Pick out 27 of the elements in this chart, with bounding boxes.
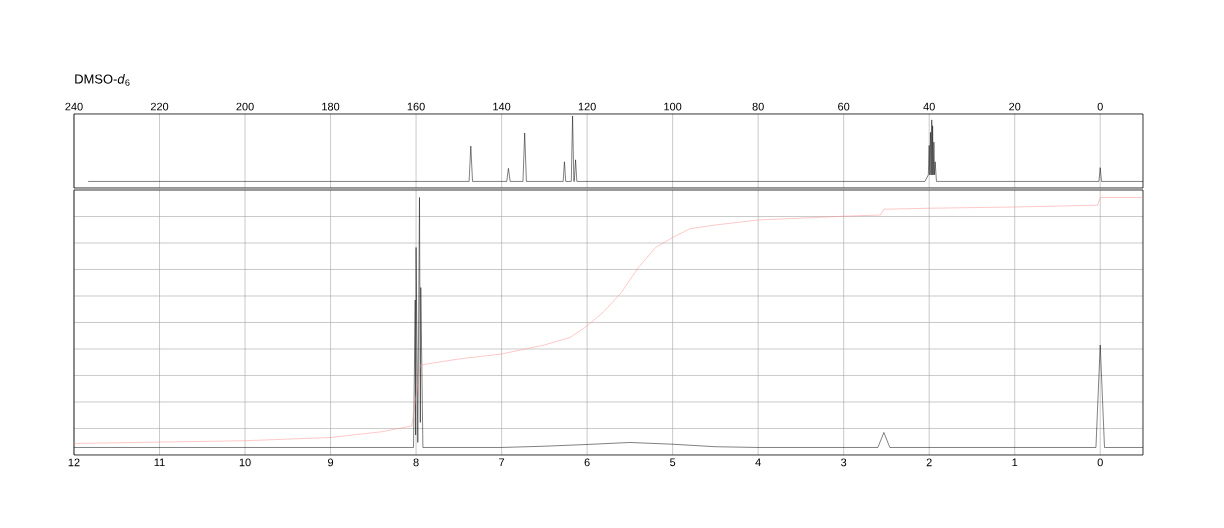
x-tick-label: 60: [838, 102, 850, 111]
x-tick-label: 5: [670, 458, 676, 467]
x-tick-label: 240: [65, 102, 83, 111]
x-tick-label: 120: [578, 102, 596, 111]
x-tick-label: 20: [1009, 102, 1021, 111]
x-tick-label: 0: [1097, 102, 1103, 111]
x-tick-label: 12: [68, 458, 80, 467]
x-tick-label: 80: [752, 102, 764, 111]
x-tick-label: 8: [413, 458, 419, 467]
x-tick-label: 180: [322, 102, 340, 111]
x-tick-label: 40: [923, 102, 935, 111]
x-tick-label: 160: [407, 102, 425, 111]
x-tick-label: 3: [841, 458, 847, 467]
x-tick-label: 2: [926, 458, 932, 467]
x-tick-label: 4: [755, 458, 761, 467]
x-tick-label: 0: [1097, 458, 1103, 467]
x-tick-label: 200: [236, 102, 254, 111]
x-tick-label: 9: [328, 458, 334, 467]
x-tick-label: 1: [1012, 458, 1018, 467]
x-tick-label: 140: [493, 102, 511, 111]
x-tick-label: 220: [150, 102, 169, 111]
x-tick-label: 100: [664, 102, 682, 111]
x-tick-label: 7: [499, 458, 505, 467]
chart-title: DMSO-d$_{6}$: [75, 74, 130, 86]
x-tick-label: 6: [584, 458, 590, 467]
x-tick-label: 10: [239, 458, 251, 467]
x-tick-label: 11: [154, 458, 165, 467]
